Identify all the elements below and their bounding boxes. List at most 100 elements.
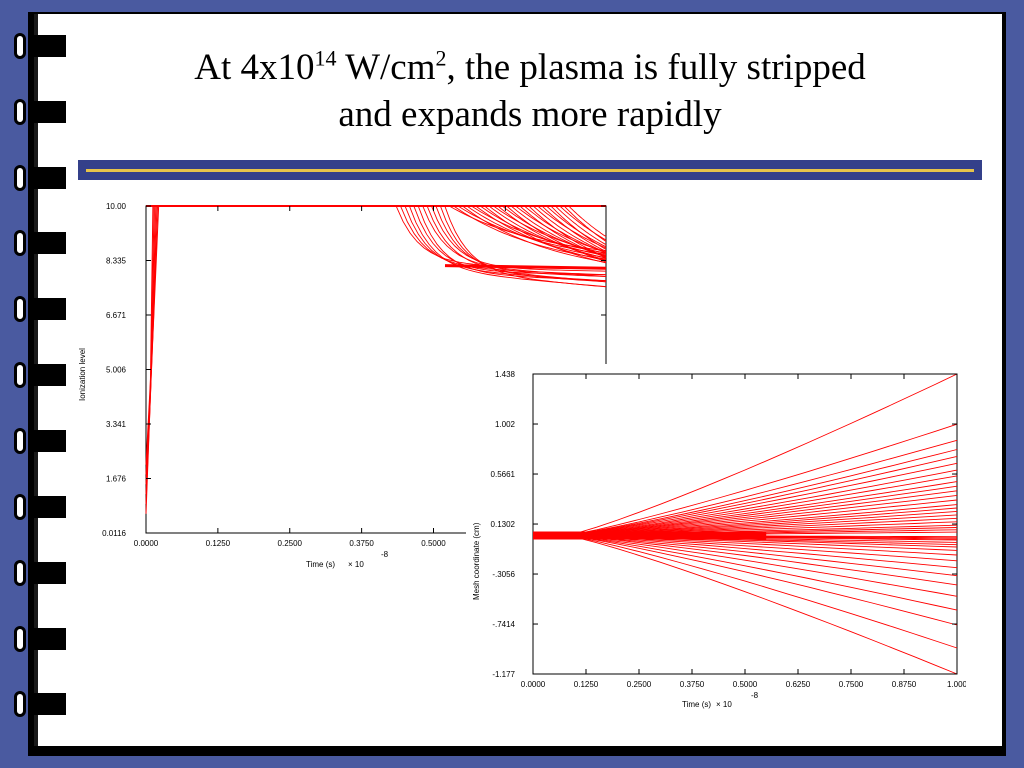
title-text-1: At 4x10	[194, 47, 315, 88]
binder-ring	[14, 624, 66, 654]
chart1-y-tick-label: 0.0116	[102, 529, 126, 538]
binder-ring	[14, 689, 66, 719]
chart1-line	[437, 205, 607, 283]
binder-ring	[14, 97, 66, 127]
chart2-x-tick-label: 0.5000	[733, 680, 758, 689]
chart1-line	[517, 205, 607, 258]
ring-bar	[28, 693, 66, 715]
chart1-y-tick-label: 10.00	[106, 202, 127, 211]
chart1-line	[565, 205, 607, 238]
chart2-x-label: Time (s)	[682, 700, 711, 709]
ring-hole	[14, 626, 26, 652]
chart2-x-tick-label: 0.2500	[627, 680, 652, 689]
ring-hole	[14, 428, 26, 454]
chart1-line	[424, 205, 607, 283]
chart1-line	[433, 205, 607, 278]
chart2-y-label: Mesh coordinate (cm)	[472, 522, 481, 600]
ring-hole	[14, 494, 26, 520]
chart1-x-scale: × 10	[348, 560, 364, 569]
ring-bar	[28, 101, 66, 123]
ring-hole	[14, 99, 26, 125]
ring-hole	[14, 296, 26, 322]
title-text-3: , the plasma is fully stripped	[446, 47, 866, 88]
chart2-dense-core	[533, 531, 767, 540]
chart2-line	[533, 535, 958, 675]
chart1-line	[459, 205, 607, 263]
chart2-x-scale-exponent: -8	[751, 691, 759, 700]
chart1-line	[441, 205, 607, 288]
title-exponent-2: 2	[435, 45, 447, 71]
chart1-line	[503, 205, 607, 262]
binder-ring	[14, 558, 66, 588]
chart2-x-tick-label: 0.0000	[521, 680, 546, 689]
chart1-y-label: Ionization level	[78, 348, 87, 401]
chart2-y-tick-label: 1.002	[495, 420, 516, 429]
chart1-line	[481, 205, 607, 264]
ring-bar	[28, 298, 66, 320]
chart1-x-label: Time (s)	[306, 560, 335, 569]
chart1-y-tick-label: 1.676	[106, 475, 127, 484]
divider-stripe	[86, 169, 974, 172]
chart2-y-tick-label: -.7414	[492, 620, 515, 629]
chart1-line	[486, 205, 607, 259]
chart2-line	[533, 535, 958, 649]
chart1-line	[548, 205, 607, 250]
chart2-y-tick-label: 0.5661	[491, 470, 516, 479]
ring-bar	[28, 562, 66, 584]
chart1-dense-band	[444, 264, 607, 270]
chart1-x-tick-label: 0.2500	[278, 539, 303, 548]
chart2-y-tick-label: 0.1302	[491, 520, 516, 529]
chart2-line	[533, 535, 958, 597]
chart1-line	[419, 205, 607, 277]
chart1-series	[145, 205, 607, 514]
chart2-y-tick-label: 1.438	[495, 370, 516, 379]
chart2-y-tick-label: -.3056	[492, 570, 515, 579]
chart1-y-tick-label: 5.006	[106, 365, 127, 374]
title-line-2: and expands more rapidly	[338, 94, 722, 135]
chart2-line	[533, 423, 958, 536]
chart1-line	[472, 205, 607, 261]
chart2-y-tick-label: -1.177	[492, 670, 515, 679]
ring-hole	[14, 560, 26, 586]
chart1-y-tick-label: 3.341	[106, 420, 127, 429]
chart2-x-tick-label: 1.000	[947, 680, 966, 689]
title-text-2: W/cm	[336, 47, 436, 88]
chart1-y-tick-label: 6.671	[106, 311, 127, 320]
chart1-line	[525, 205, 607, 258]
ring-bar	[28, 628, 66, 650]
ring-bar	[28, 496, 66, 518]
binder-ring	[14, 163, 66, 193]
chart2-x-tick-label: 0.6250	[786, 680, 811, 689]
ring-hole	[14, 362, 26, 388]
chart2-x-ticks: 0.0000 0.1250 0.2500 0.3750 0.5000 0.6250 0.75…	[521, 374, 966, 689]
chart2-x-scale: × 10	[716, 700, 732, 709]
chart2-line	[533, 373, 958, 536]
chart1-x-tick-label: 0.5000	[421, 539, 446, 548]
chart2-line	[533, 439, 958, 536]
binder-ring	[14, 426, 66, 456]
chart2-line	[533, 535, 958, 626]
slide-title: At 4x1014 W/cm2, the plasma is fully str…	[60, 44, 1000, 138]
title-divider	[78, 160, 982, 180]
chart1-x-tick-label: 0.1250	[206, 539, 231, 548]
binder-ring	[14, 228, 66, 258]
binder-ring	[14, 492, 66, 522]
ring-bar	[28, 364, 66, 386]
ring-hole	[14, 230, 26, 256]
chart1-line	[556, 205, 607, 241]
chart1-line	[397, 205, 607, 276]
title-exponent-1: 14	[314, 45, 337, 71]
chart2-series	[533, 373, 958, 675]
ring-hole	[14, 691, 26, 717]
chart2-x-tick-label: 0.3750	[680, 680, 705, 689]
chart1-line	[530, 205, 607, 253]
chart1-x-tick-label: 0.0000	[134, 539, 159, 548]
ring-bar	[28, 167, 66, 189]
ring-bar	[28, 35, 66, 57]
binder-ring	[14, 294, 66, 324]
chart2-line	[533, 455, 958, 536]
chart1-line	[477, 205, 607, 257]
ring-hole	[14, 33, 26, 59]
chart1-line	[561, 205, 607, 242]
chart1-line	[521, 205, 607, 254]
